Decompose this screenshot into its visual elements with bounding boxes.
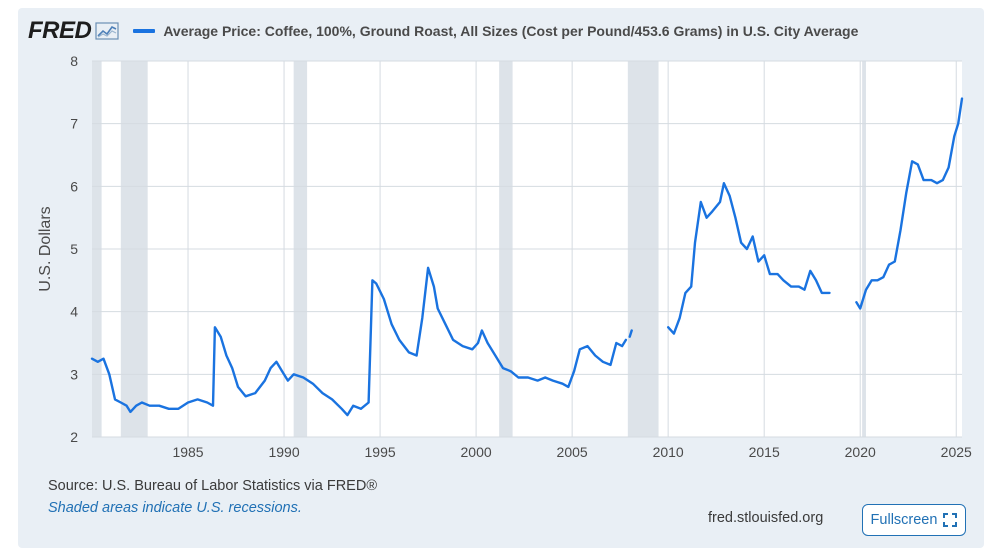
x-tick-label: 2025 — [941, 444, 972, 460]
source-note: Source: U.S. Bureau of Labor Statistics … — [48, 478, 378, 494]
x-tick-label: 2015 — [749, 444, 780, 460]
legend-label: Average Price: Coffee, 100%, Ground Roas… — [163, 23, 859, 39]
y-axis-label: U.S. Dollars — [37, 206, 54, 291]
series-line-segment-0 — [90, 266, 628, 417]
fullscreen-label: Fullscreen — [870, 512, 938, 528]
x-tick-label: 1990 — [268, 444, 299, 460]
legend-swatch — [133, 29, 156, 33]
fullscreen-icon — [943, 513, 958, 527]
x-tick-label: 2010 — [653, 444, 684, 460]
y-tick-label: 7 — [70, 116, 78, 132]
y-tick-label: 2 — [70, 429, 78, 445]
series-line-segment-1 — [628, 329, 633, 338]
series-line-segment-2 — [667, 181, 831, 335]
chart-trend-icon — [95, 22, 119, 40]
x-tick-label: 1995 — [365, 444, 396, 460]
y-tick-label: 8 — [70, 53, 78, 69]
x-tick-label: 2000 — [461, 444, 492, 460]
y-tick-label: 4 — [70, 304, 78, 320]
x-tick-label: 2020 — [845, 444, 876, 460]
x-tick-label: 1985 — [172, 444, 203, 460]
y-tick-label: 6 — [70, 178, 78, 194]
chart-header: FRED Average Price: Coffee, 100%, Ground… — [28, 14, 858, 48]
site-url[interactable]: fred.stlouisfed.org — [708, 510, 824, 526]
recession-note: Shaded areas indicate U.S. recessions. — [48, 500, 302, 516]
x-tick-label: 2005 — [557, 444, 588, 460]
series-line-segment-3 — [855, 97, 964, 310]
fullscreen-button[interactable]: Fullscreen — [862, 504, 966, 536]
y-tick-label: 3 — [70, 366, 78, 382]
y-tick-label: 5 — [70, 241, 78, 257]
fred-logo[interactable]: FRED — [28, 17, 92, 44]
